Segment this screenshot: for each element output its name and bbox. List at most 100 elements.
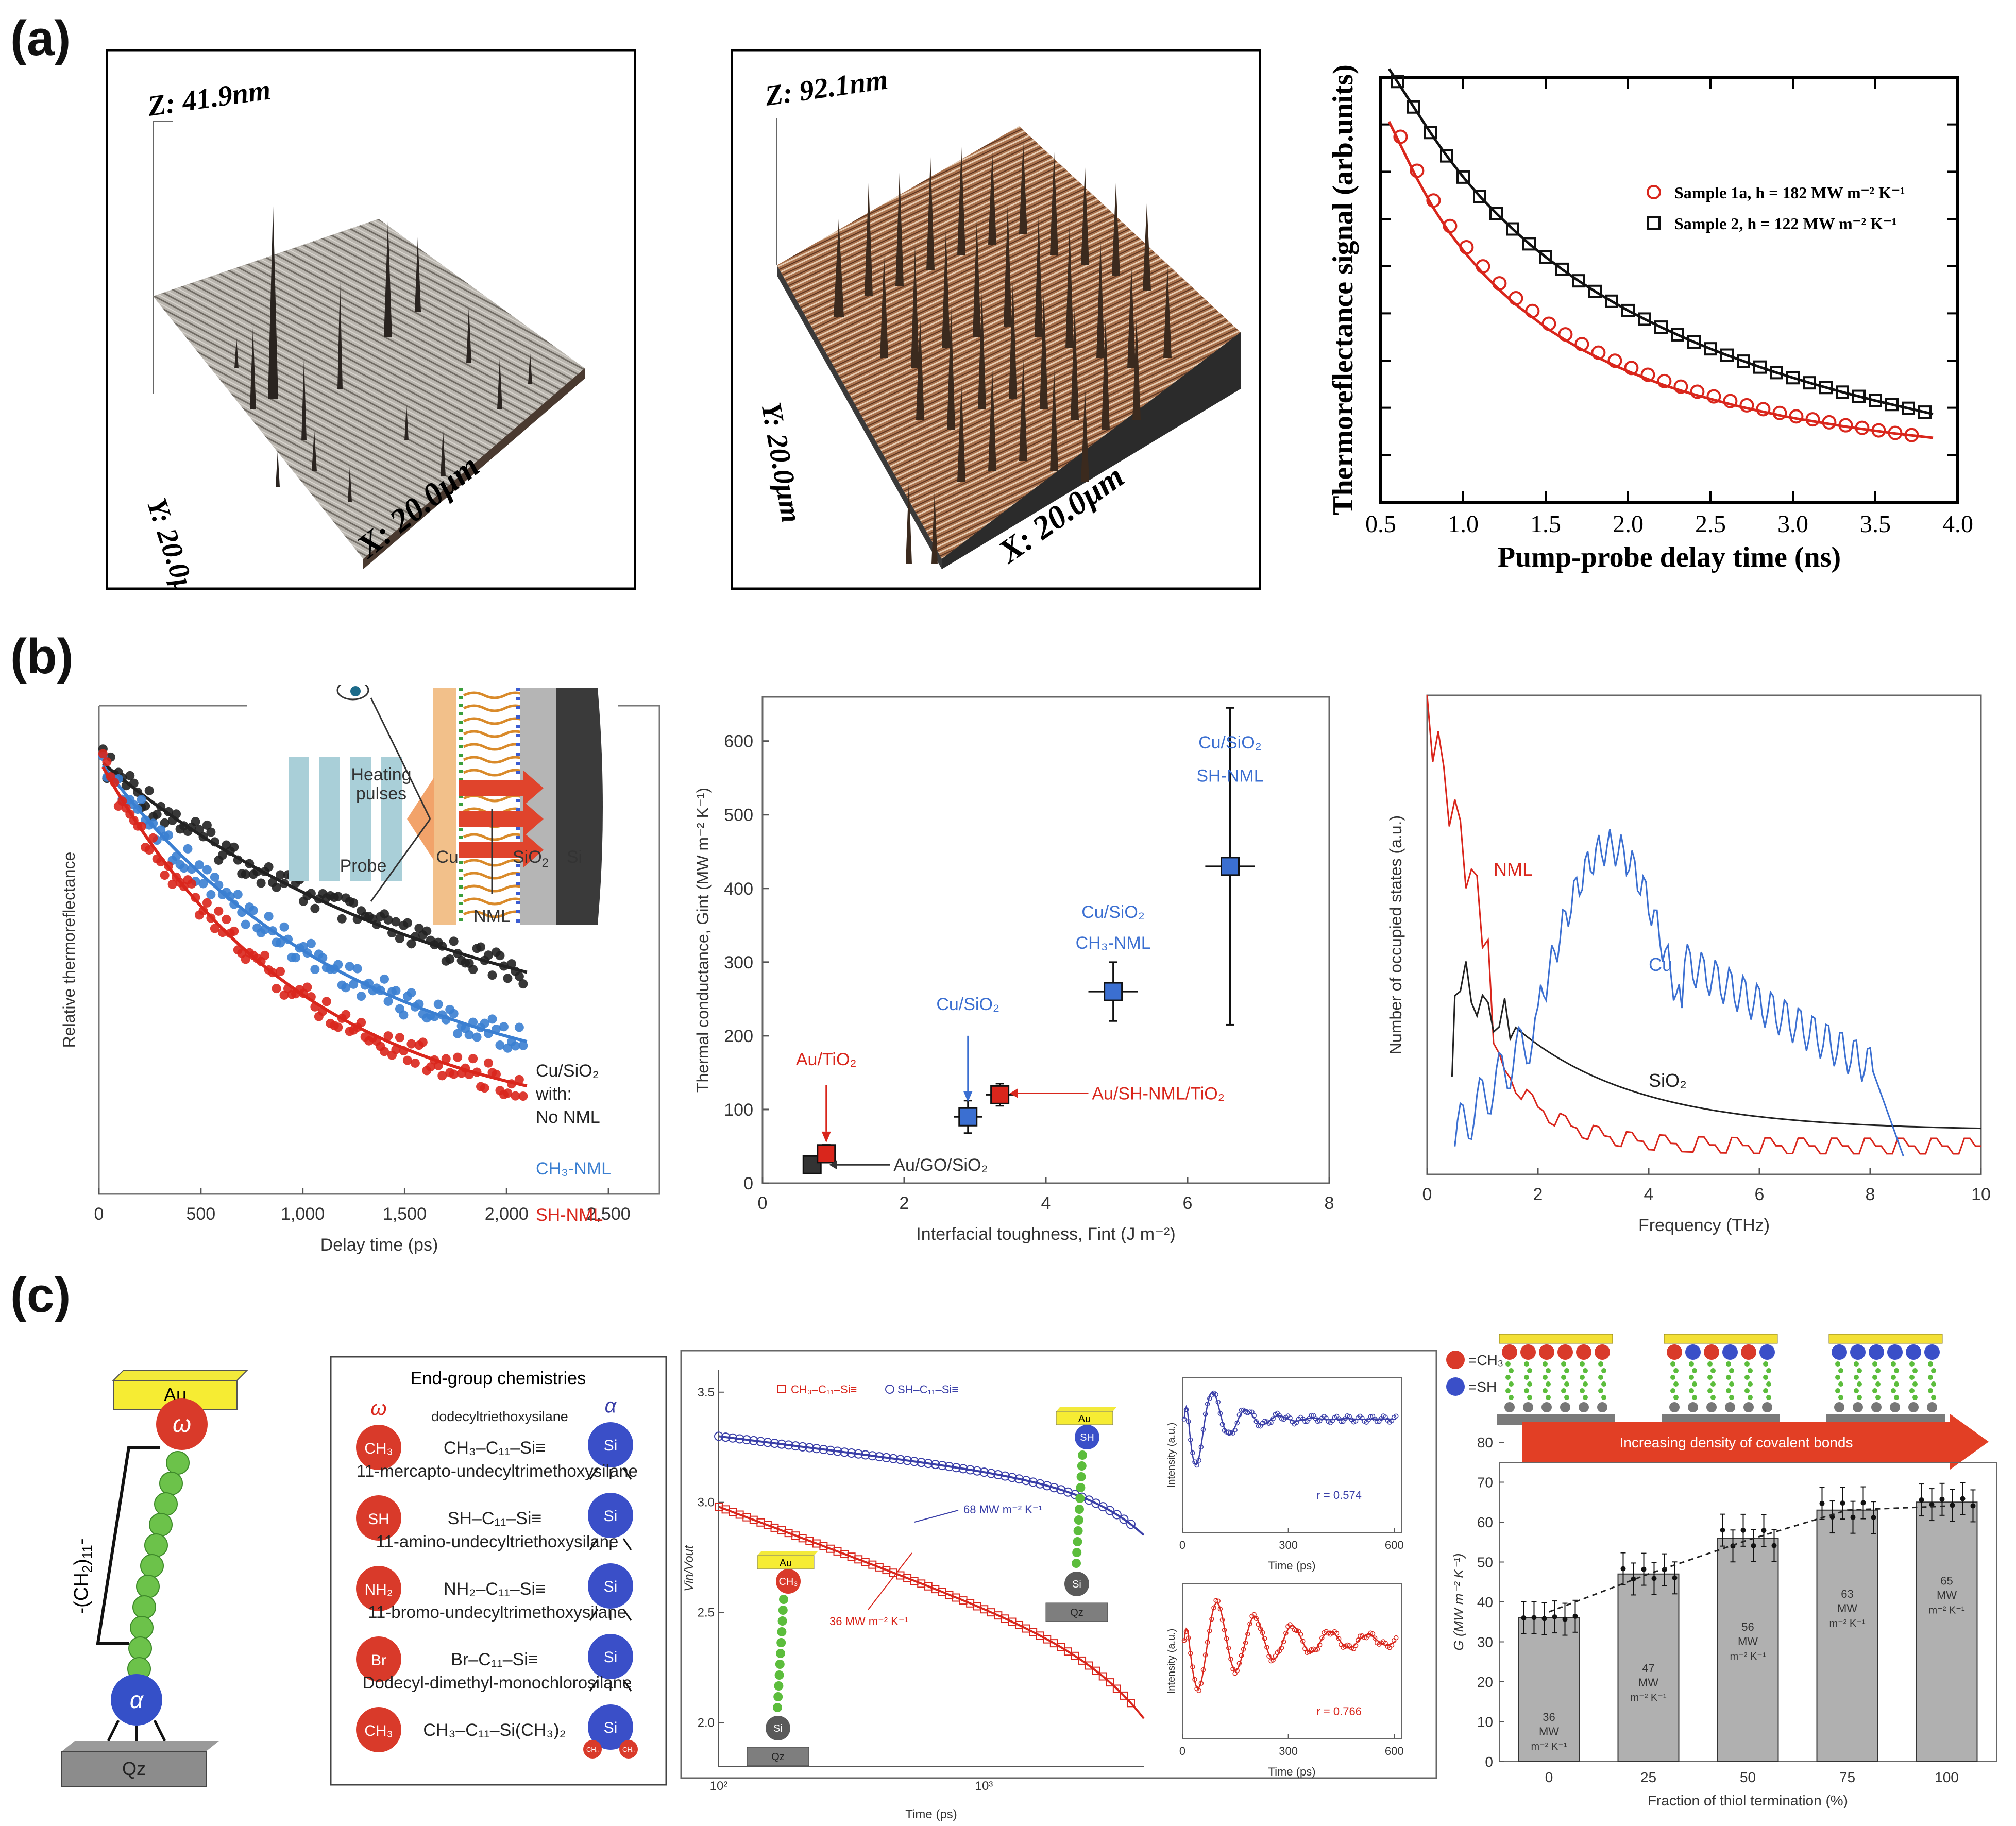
c-chain-ch2: -(CH2)11- [71,1539,95,1614]
data-point [480,1018,489,1028]
data-point [406,988,416,998]
inset-data-point [1345,1642,1350,1648]
inset-frame [1182,1583,1402,1739]
data-point [380,974,389,984]
data-point [1822,415,1837,430]
sam-chain-bead [1710,1381,1716,1387]
data-point [272,882,281,892]
inset-x-tick-label: 0 [1179,1539,1185,1551]
bond-line [589,1609,599,1621]
sam-chain-bead [1726,1361,1731,1367]
inset-x-tick-label: 600 [1385,1745,1404,1757]
data-point [179,863,189,873]
data-point [518,979,528,989]
nml-wavy-chain [463,897,527,906]
sam-chain-bead [1763,1375,1768,1380]
x-tick-label: 0 [1545,1769,1553,1785]
x-tick-label: 0 [94,1204,104,1224]
data-point [1112,1684,1121,1693]
data-point [1753,360,1767,374]
data-point [1819,381,1833,395]
sam-chain-bead [1729,1368,1734,1373]
sam-chain-bead [1872,1361,1877,1367]
chain-bead [776,1638,786,1647]
chain-bead [778,1606,788,1615]
nml-wavy-chain [463,910,527,918]
sam-head-circle [1869,1344,1884,1360]
y-tick-label: 2.0 [698,1716,715,1730]
sam-chain-bead [1931,1395,1936,1400]
bar-unit-label: MW [1539,1725,1559,1738]
data-point [472,1032,482,1042]
nml-wavy-chain [463,717,527,725]
sam-si-circle [1504,1402,1515,1412]
data-point [341,1010,351,1019]
si-label: Si [567,847,582,867]
data-point [1440,149,1453,163]
error-point [1720,1527,1725,1533]
series-fit-line [101,764,528,1044]
chain-bead [1078,1450,1087,1460]
sam-head-circle [1576,1344,1591,1360]
bar-unit-label: MW [1738,1635,1758,1648]
heating-pulse-bar [381,757,402,881]
data-point [102,757,112,767]
sio2-label-main: SiO [513,847,542,867]
data-point [1492,276,1507,291]
series-fit-line [718,1435,1145,1536]
probe-line [370,818,431,902]
data-point [1852,389,1866,403]
error-point [1960,1496,1966,1501]
sam-chain-bead [1838,1395,1843,1400]
sam-chain-bead [1505,1375,1511,1380]
data-point [198,879,208,889]
bar-value-label: 36 [1543,1711,1555,1723]
data-point [1786,371,1800,385]
data-point [487,1014,497,1024]
inset-x-axis-label: Time (ps) [1268,1559,1315,1572]
data-point [1654,320,1668,334]
inset-data-point [1253,1616,1259,1621]
bond-line [622,1467,632,1480]
inset-data-point [1358,1633,1363,1639]
data-point [468,1054,478,1064]
inset-data-point [1253,1419,1259,1424]
data-point [233,890,243,899]
data-point [357,992,366,1001]
sam-si-circle [1597,1402,1607,1412]
data-point [1739,398,1754,413]
bar-value-label: 56 [1741,1620,1754,1633]
point-annotation: CH₃-NML [1076,933,1151,953]
data-point [499,1022,509,1032]
sam-chain-bead [1524,1361,1529,1367]
y-tick-label: 3.5 [698,1386,715,1400]
inset-data-point [1196,1688,1201,1693]
chemical-name: dodecyltriethoxysilane [431,1409,568,1424]
data-point [817,1144,836,1164]
sam-si-circle [1762,1402,1772,1412]
c-table-title: End-group chemistries [411,1369,586,1388]
x-tick-label: 1,000 [281,1204,325,1224]
data-point [1489,207,1503,220]
small-ch3-label: CH₃ [622,1746,635,1753]
y-axis-label: Thermoreflectance signal (arb.units) [1327,64,1359,515]
x-tick-label: 8 [1325,1193,1334,1213]
x-axis-label: Time (ps) [905,1807,957,1821]
data-point [1673,379,1688,394]
nml-wavy-chain [463,769,527,777]
pulses-label: pulses [356,784,406,804]
eye-pupil-icon [350,686,361,696]
sam-chain-bead [1835,1361,1840,1367]
data-point [333,892,343,901]
data-point [1105,1506,1115,1515]
inset-x-tick-label: 300 [1279,1745,1298,1757]
inset-x-tick-label: 0 [1179,1745,1185,1757]
sio2-label-sub: 2 [542,856,549,870]
x-tick-label: 4 [1644,1185,1654,1204]
data-point [418,1037,428,1047]
error-point [1970,1503,1976,1509]
data-point [1591,345,1606,360]
inset-data-point [1336,1636,1342,1642]
data-point [337,914,347,924]
